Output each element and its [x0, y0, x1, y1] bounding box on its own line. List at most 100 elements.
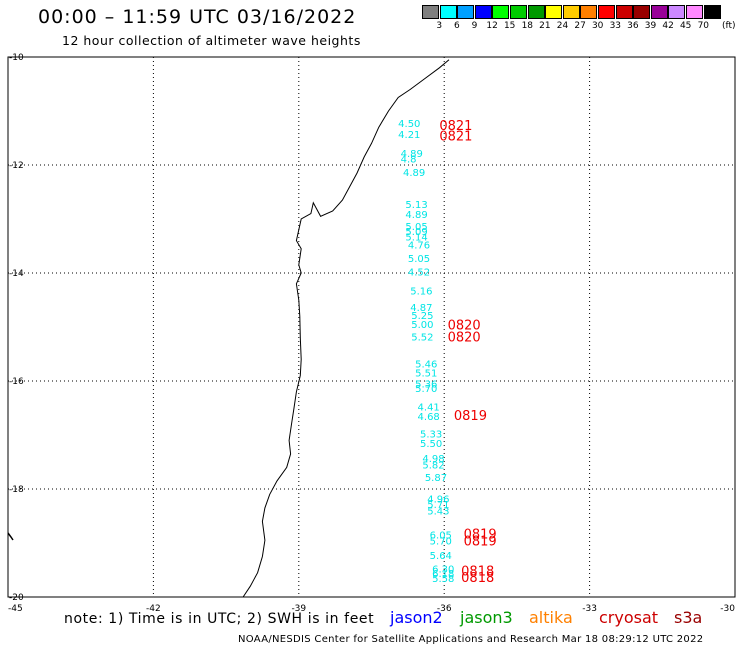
lat-tick-label: -20 [9, 593, 24, 603]
coastline [242, 59, 450, 598]
wave-height-label: 5.05 [408, 254, 430, 265]
wave-height-label: 5.58 [432, 574, 454, 585]
pass-time-label: 0819 [464, 528, 497, 543]
wave-height-label: 4.89 [401, 149, 423, 160]
wave-height-label: 4.96 [427, 495, 449, 506]
wave-height-label: 5.51 [415, 369, 437, 380]
legend-label: 70 [697, 21, 710, 31]
wave-height-label: 4.76 [408, 241, 430, 252]
island-mark [7, 532, 14, 541]
legend-label: 30 [591, 21, 604, 31]
lon-tick-label: -45 [8, 604, 23, 614]
satellite-altika: altika [529, 608, 573, 627]
pass-time-label: 0821 [439, 130, 472, 145]
wave-height-label: 4.87 [410, 303, 432, 314]
wave-height-label: 5.64 [430, 551, 452, 562]
legend-swatch [633, 5, 651, 19]
wave-height-label: 5.13 [405, 200, 427, 211]
wave-height-label: 5.52 [411, 333, 433, 344]
wave-height-label: 6.05 [430, 531, 452, 542]
wave-height-label: 4.41 [418, 403, 440, 414]
wave-height-label: 6.18 [432, 569, 454, 580]
legend-label: 27 [574, 21, 586, 31]
legend-label: 18 [521, 21, 534, 31]
wave-height-label: 5.70 [430, 537, 452, 548]
lon-tick-label: -30 [720, 604, 735, 614]
wave-height-label: 5.70 [415, 384, 437, 395]
legend-label: 42 [662, 21, 674, 31]
legend-label: 9 [471, 21, 478, 31]
legend-swatch [650, 5, 668, 19]
legend-label: 12 [486, 21, 498, 31]
lon-tick-label: -39 [291, 604, 306, 614]
wave-height-label: 5.46 [415, 360, 437, 371]
legend-swatch [580, 5, 598, 19]
wave-height-label: 4.8 [401, 154, 417, 165]
lat-tick-label: -10 [9, 53, 24, 63]
legend-swatch [615, 5, 633, 19]
legend-swatch [686, 5, 703, 19]
wave-height-label: 6.30 [432, 565, 454, 576]
satellite-s3a: s3a [674, 608, 703, 627]
lat-tick-label: -16 [9, 377, 24, 387]
page-subtitle: 12 hour collection of altimeter wave hei… [62, 33, 361, 48]
wave-height-label: 5.50 [420, 439, 442, 450]
pass-time-label: 0820 [448, 331, 481, 346]
pass-time-label: 0819 [464, 535, 497, 550]
map-frame [7, 56, 736, 598]
wave-height-label: 5.05 [405, 222, 427, 233]
legend-label: 24 [556, 21, 569, 31]
wave-height-label: 4.89 [405, 210, 427, 221]
lat-tick-label: -12 [9, 161, 24, 171]
wave-height-label: 5.43 [427, 506, 449, 517]
legend-label: 15 [503, 21, 516, 31]
satellite-jason2: jason2 [390, 608, 443, 627]
legend-swatch [527, 5, 545, 19]
satellite-jason3: jason3 [460, 608, 513, 627]
legend-label: 21 [539, 21, 551, 31]
legend-label: 6 [454, 21, 460, 31]
wave-height-label: 4.98 [422, 454, 444, 465]
wave-height-label: 5.71 [427, 500, 449, 511]
legend-unit: (ft) [722, 21, 736, 31]
wave-height-label: 4.50 [398, 119, 420, 130]
legend-swatch [545, 5, 563, 19]
wave-height-label: 4.21 [398, 130, 420, 141]
wave-height-label: 5.14 [405, 233, 427, 244]
wave-height-label: 5.25 [411, 311, 433, 322]
pass-time-label: 0818 [461, 571, 494, 586]
legend-label: 33 [609, 21, 622, 31]
wave-height-label: 5.16 [410, 287, 432, 298]
legend-swatch [474, 5, 492, 19]
legend-label: 36 [627, 21, 639, 31]
wave-height-label: 5.87 [425, 473, 447, 484]
lon-tick-label: -36 [437, 604, 452, 614]
units-note: note: 1) Time is in UTC; 2) SWH is in fe… [64, 611, 375, 627]
pass-time-label: 0818 [461, 564, 494, 579]
legend-label: 45 [679, 21, 692, 31]
wave-height-label: 5.36 [415, 379, 437, 390]
lat-tick-label: -14 [9, 269, 24, 279]
page-title: 00:00 – 11:59 UTC 03/16/2022 [38, 6, 357, 28]
pass-time-label: 0819 [454, 409, 487, 424]
legend-swatch [510, 5, 527, 19]
legend-swatch [562, 5, 580, 19]
wave-height-label: 5.00 [411, 320, 433, 331]
lat-tick-label: -18 [9, 485, 24, 495]
lon-tick-label: -33 [582, 604, 597, 614]
footer-credit: NOAA/NESDIS Center for Satellite Applica… [238, 634, 704, 645]
legend-swatch [668, 5, 686, 19]
legend-swatch [422, 5, 439, 19]
legend-swatch [703, 5, 721, 19]
wave-height-label: 5.09 [405, 227, 427, 238]
wave-height-label: 4.52 [408, 268, 430, 279]
legend-swatch [439, 5, 457, 19]
legend-swatch [492, 5, 510, 19]
lon-tick-label: -42 [146, 604, 161, 614]
legend-label: 3 [436, 21, 443, 31]
pass-time-label: 0820 [448, 319, 481, 334]
wave-height-label: 4.68 [418, 412, 440, 423]
wave-height-label: 5.82 [422, 460, 444, 471]
wave-height-label: 5.33 [420, 430, 442, 441]
